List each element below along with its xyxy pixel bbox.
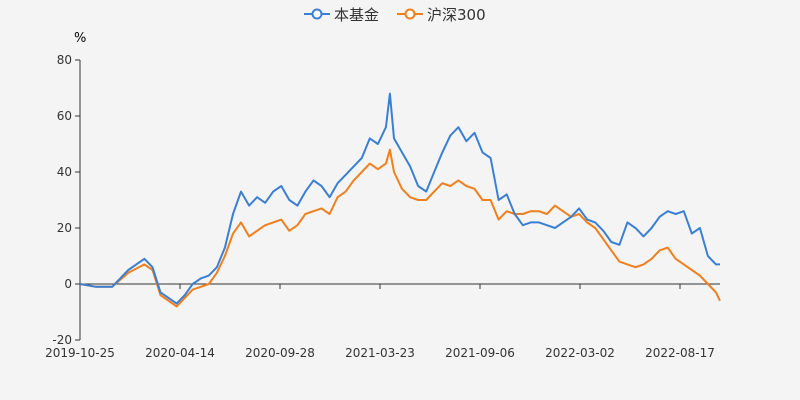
legend-fund-marker — [311, 8, 323, 20]
legend[interactable]: 本基金 沪深300 — [304, 6, 486, 24]
y-tick-label: 60 — [57, 109, 72, 123]
x-tick-label: 2021-03-23 — [345, 346, 415, 360]
legend-index-label: 沪深300 — [427, 6, 486, 24]
series-line-0[interactable] — [79, 92, 720, 305]
series-line-1[interactable] — [79, 148, 721, 308]
y-axis-unit: % — [74, 31, 86, 46]
x-axis: 2019-10-25 2020-04-14 2020-09-28 2021-03-23… — [45, 283, 720, 360]
y-tick-label: 80 — [57, 53, 72, 67]
legend-item-index[interactable]: 沪深300 — [397, 6, 486, 24]
y-tick-label: -20 — [52, 333, 72, 347]
legend-fund-label: 本基金 — [334, 6, 379, 24]
x-tick-label: 2021-09-06 — [445, 346, 515, 360]
x-tick-label: 2022-08-17 — [645, 346, 715, 360]
series-layer — [79, 92, 721, 308]
legend-item-fund[interactable]: 本基金 — [304, 6, 379, 24]
y-axis: -20 0 20 40 60 80 — [52, 53, 81, 347]
x-tick-label: 2020-09-28 — [245, 346, 315, 360]
x-tick-label: 2019-10-25 — [45, 346, 115, 360]
y-tick-label: 20 — [57, 221, 72, 235]
legend-index-marker — [404, 8, 416, 20]
x-tick-label: 2022-03-02 — [545, 346, 615, 360]
y-tick-label: 40 — [57, 165, 72, 179]
x-tick-label: 2020-04-14 — [145, 346, 215, 360]
y-tick-label: 0 — [64, 277, 72, 291]
